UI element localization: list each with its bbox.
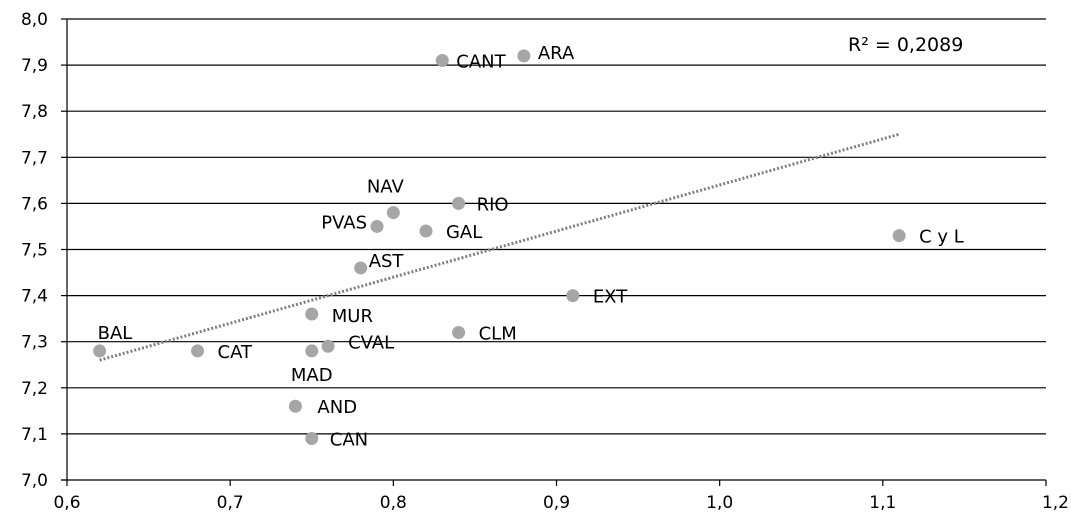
data-points [93, 49, 906, 446]
y-tick-label: 8,0 [21, 10, 48, 30]
x-tick-label: 1,0 [706, 493, 733, 513]
data-point-label: PVAS [321, 212, 367, 233]
data-point [452, 325, 466, 339]
r-squared-annotation: R² = 0,2089 [848, 34, 963, 56]
data-point-label: CAT [218, 342, 253, 363]
data-point-label: ARA [538, 43, 575, 64]
y-tick-label: 7,8 [21, 102, 48, 122]
data-point [566, 289, 580, 303]
y-tick-label: 7,7 [21, 148, 48, 168]
data-point-label: CAN [330, 430, 368, 451]
point-labels: CANT ARA NAV RIO PVAS GAL C y L AST EXT MUR CLM BAL… [98, 43, 964, 451]
data-point-label: CANT [456, 51, 506, 72]
data-point-label: CVAL [348, 332, 394, 353]
y-tick-label: 7,4 [21, 287, 48, 307]
y-tick-label: 7,1 [21, 425, 48, 445]
y-tick-label: 7,5 [21, 241, 48, 261]
data-point-label: C y L [919, 227, 964, 248]
data-point-label: NAV [367, 177, 405, 198]
gridlines [67, 18, 1046, 435]
data-point-label: AND [317, 397, 357, 418]
data-point [452, 196, 466, 210]
y-tick-label: 7,3 [21, 333, 48, 353]
data-point [305, 432, 319, 446]
data-point [419, 224, 433, 238]
trendline-group [99, 132, 900, 362]
y-tick-labels: 7,0 7,1 7,2 7,3 7,4 7,5 7,6 7,7 7,8 7,9 8,0 [21, 10, 48, 491]
data-point [517, 49, 531, 63]
x-tick-label: 0,6 [53, 493, 80, 513]
data-point [370, 219, 384, 233]
data-point [305, 307, 319, 321]
data-point-label: GAL [446, 222, 482, 243]
data-point-label: BAL [98, 323, 133, 344]
data-point [305, 344, 319, 358]
x-tick-labels: 0,6 0,7 0,8 0,9 1,0 1,1 1,2 [53, 493, 1069, 513]
data-point-label: EXT [593, 287, 628, 308]
data-point-label: MAD [291, 365, 333, 386]
data-point [435, 53, 449, 67]
data-point [354, 261, 368, 275]
y-tick-label: 7,0 [21, 471, 48, 491]
y-tick-label: 7,2 [21, 379, 48, 399]
x-tick-label: 0,9 [543, 493, 570, 513]
y-tick-label: 7,6 [21, 194, 48, 214]
data-point [191, 344, 205, 358]
x-tick-label: 1,2 [1042, 493, 1069, 513]
y-tick-label: 7,9 [21, 56, 48, 76]
data-point-label: MUR [332, 306, 373, 327]
data-point-label: AST [369, 251, 405, 272]
data-point-label: RIO [477, 194, 509, 215]
data-point [93, 344, 107, 358]
x-tick-label: 1,1 [869, 493, 896, 513]
data-point [321, 339, 335, 353]
data-point-label: CLM [479, 323, 517, 344]
trendline [99, 132, 900, 362]
data-point [386, 206, 400, 220]
x-tick-label: 0,8 [380, 493, 407, 513]
x-tick-label: 0,7 [217, 493, 244, 513]
data-point [892, 229, 906, 243]
axes [61, 18, 1047, 486]
data-point [288, 399, 302, 413]
